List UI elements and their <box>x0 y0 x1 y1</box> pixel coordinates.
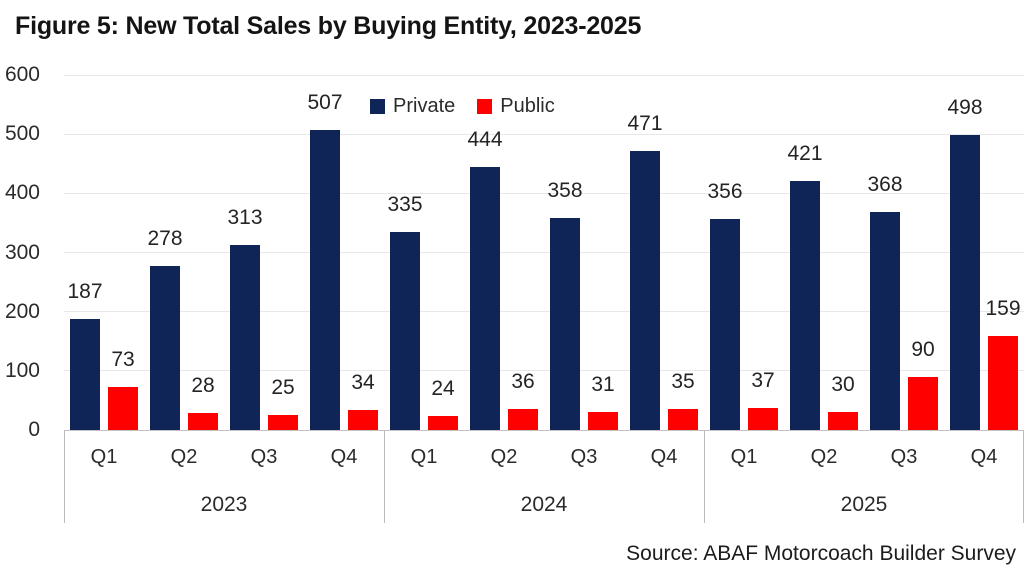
bar-private-2024-Q4 <box>630 151 660 430</box>
bar-private-2024-Q3 <box>550 218 580 430</box>
bar-value-label: 31 <box>591 372 615 396</box>
bar-value-label: 34 <box>351 370 375 394</box>
axis-group-separator <box>704 430 705 523</box>
legend-swatch-public-icon <box>477 98 493 114</box>
bar-value-label: 36 <box>511 369 535 393</box>
bar-value-label: 356 <box>707 180 743 204</box>
legend-label-private: Private <box>393 94 456 117</box>
bar-value-label: 90 <box>911 337 935 361</box>
bar-value-label: 278 <box>147 226 183 250</box>
x-axis-quarter-label: Q2 <box>490 446 518 468</box>
gridline <box>64 252 1024 253</box>
bar-value-label: 28 <box>191 374 215 398</box>
y-axis-tick-label: 500 <box>4 122 40 146</box>
bar-value-label: 313 <box>227 205 263 229</box>
legend-item-public: Public <box>477 94 555 118</box>
bar-value-label: 187 <box>67 280 103 304</box>
bar-value-label: 25 <box>271 376 295 400</box>
y-axis-tick-label: 600 <box>4 63 40 86</box>
bar-public-2024-Q1 <box>428 415 458 430</box>
bar-public-2025-Q3 <box>908 376 938 430</box>
bar-private-2025-Q4 <box>950 135 980 430</box>
bar-private-2024-Q1 <box>390 231 420 430</box>
bar-private-2023-Q1 <box>70 319 100 430</box>
bar-public-2023-Q2 <box>188 413 218 430</box>
gridline <box>64 133 1024 135</box>
bar-value-label: 35 <box>671 370 695 394</box>
bar-value-label: 421 <box>787 141 823 165</box>
x-axis-year-label: 2023 <box>200 493 248 516</box>
legend-swatch-private-icon <box>370 98 385 114</box>
x-axis-quarter-label: Q3 <box>890 446 918 468</box>
axis-group-separator <box>384 430 385 523</box>
bar-private-2023-Q4 <box>310 130 340 430</box>
bar-value-label: 37 <box>751 369 775 393</box>
x-axis-quarter-label: Q2 <box>810 446 838 468</box>
bar-public-2023-Q4 <box>348 409 378 430</box>
bar-value-label: 30 <box>831 373 855 397</box>
bar-public-2025-Q4 <box>988 335 1018 430</box>
gridline <box>64 311 1024 313</box>
bar-value-label: 471 <box>627 112 663 136</box>
axis-group-separator <box>64 430 65 523</box>
bar-value-label: 368 <box>867 173 903 197</box>
gridline <box>64 370 1024 372</box>
bar-private-2024-Q2 <box>470 167 500 430</box>
gridline <box>64 74 1024 76</box>
y-axis-tick-label: 100 <box>4 358 40 382</box>
bar-value-label: 73 <box>111 347 135 371</box>
x-axis-quarter-label: Q3 <box>570 446 598 468</box>
bar-value-label: 335 <box>387 192 423 216</box>
x-axis-quarter-label: Q4 <box>650 446 678 468</box>
bar-value-label: 498 <box>947 96 983 120</box>
y-axis-tick-label: 300 <box>4 240 40 264</box>
bar-private-2023-Q3 <box>230 244 260 430</box>
legend-label-public: Public <box>500 94 555 117</box>
bar-value-label: 159 <box>985 296 1021 320</box>
y-axis-tick-label: 200 <box>4 299 40 323</box>
bar-public-2025-Q2 <box>828 412 858 430</box>
bar-value-label: 358 <box>547 179 583 203</box>
legend-item-private: Private <box>370 95 455 118</box>
bar-public-2024-Q4 <box>668 409 698 430</box>
x-axis-quarter-label: Q3 <box>250 446 278 468</box>
x-axis-quarter-label: Q1 <box>90 446 118 468</box>
bar-value-label: 507 <box>307 91 343 115</box>
x-axis-quarter-label: Q1 <box>410 446 438 468</box>
bar-private-2023-Q2 <box>150 265 180 430</box>
source-note: Source: ABAF Motorcoach Builder Survey <box>626 542 1016 565</box>
x-axis-year-label: 2025 <box>840 493 888 516</box>
x-axis-year-label: 2024 <box>520 493 568 516</box>
chart-title: Figure 5: New Total Sales by Buying Enti… <box>15 12 642 40</box>
y-axis-tick-label: 0 <box>28 418 40 441</box>
bar-public-2023-Q1 <box>108 386 138 430</box>
bar-public-2025-Q1 <box>748 408 778 430</box>
bar-private-2025-Q1 <box>710 219 740 430</box>
bar-public-2023-Q3 <box>268 415 298 430</box>
bar-public-2024-Q2 <box>508 408 538 430</box>
bar-value-label: 24 <box>431 376 455 400</box>
bar-private-2025-Q2 <box>790 180 820 430</box>
legend: Private Public <box>370 95 555 117</box>
gridline <box>64 192 1024 194</box>
x-axis-quarter-label: Q2 <box>170 446 198 468</box>
x-axis-quarter-label: Q4 <box>970 446 998 468</box>
bar-private-2025-Q3 <box>870 212 900 430</box>
bar-value-label: 444 <box>467 128 503 152</box>
y-axis-tick-label: 400 <box>4 181 40 205</box>
x-axis-quarter-label: Q1 <box>730 446 758 468</box>
bar-public-2024-Q3 <box>588 411 618 430</box>
x-axis-line <box>64 429 1024 431</box>
x-axis-quarter-label: Q4 <box>330 446 358 468</box>
